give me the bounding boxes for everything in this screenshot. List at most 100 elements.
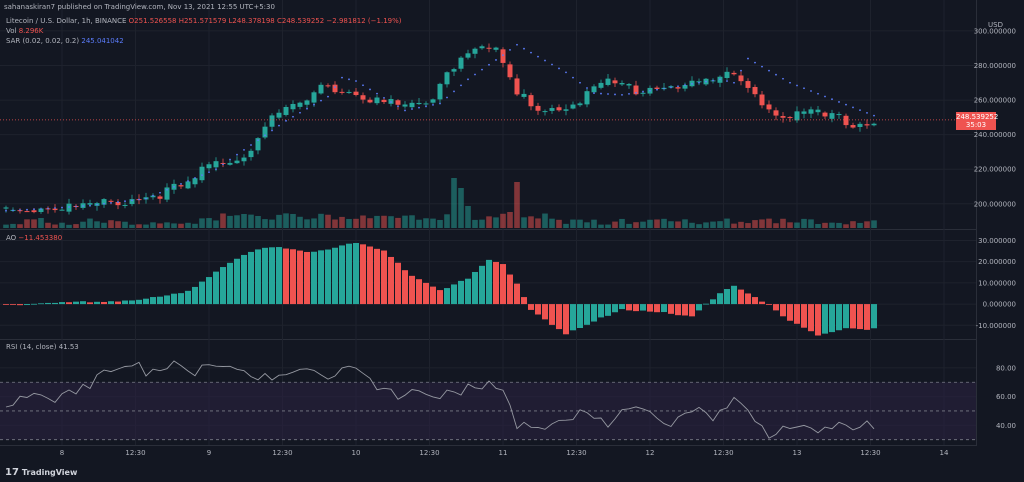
sar-dot	[845, 103, 847, 106]
grid-lines	[0, 0, 977, 446]
sar-dot	[236, 153, 238, 156]
candle-body	[164, 187, 170, 200]
volume-bar	[647, 219, 653, 228]
candle-body	[262, 126, 268, 138]
volume-bar	[297, 216, 303, 228]
volume-bar	[304, 219, 310, 228]
ao-bar	[647, 304, 653, 312]
sar-dot	[789, 81, 791, 84]
volume-bar	[675, 221, 681, 228]
candle-body	[129, 199, 135, 205]
volume-bar	[682, 219, 688, 228]
ao-bar	[766, 304, 772, 305]
volume-bar	[192, 223, 198, 228]
ao-value: −11.453380	[18, 234, 63, 242]
sar-dot	[348, 78, 350, 81]
ao-bar	[423, 282, 429, 305]
ao-bar	[773, 304, 779, 311]
sar-dot	[628, 92, 630, 95]
volume-bar	[360, 215, 366, 228]
ao-bar	[430, 286, 436, 305]
ao-bar	[689, 304, 695, 317]
ao-bar	[640, 304, 646, 311]
volume-bar	[668, 221, 674, 228]
candle-body	[633, 85, 639, 95]
sar-dot	[5, 209, 7, 212]
candle-body	[318, 84, 324, 94]
volume-bar	[717, 221, 723, 228]
volume-bar	[367, 218, 373, 228]
ao-bar	[857, 304, 863, 330]
sar-dot	[817, 92, 819, 95]
volume-bar	[773, 223, 779, 228]
volume-bar	[150, 222, 156, 228]
sar-dot	[54, 207, 56, 209]
candle-body	[269, 115, 275, 127]
volume-bar	[136, 224, 142, 228]
volume-bar	[584, 222, 590, 228]
volume-bar	[745, 223, 751, 228]
volume-bar	[171, 223, 177, 228]
volume-bar	[549, 218, 555, 228]
ao-bar	[31, 303, 37, 305]
volume-bar	[423, 218, 429, 228]
candle-body	[297, 102, 303, 107]
volume-bar	[381, 215, 387, 228]
ao-bar	[829, 304, 835, 333]
volume-bar	[822, 222, 828, 228]
ao-bar	[437, 290, 443, 305]
ao-bar	[465, 278, 471, 305]
ao-bar	[10, 304, 16, 305]
sar-dot	[782, 77, 784, 80]
sar-dot	[12, 209, 14, 212]
ao-bar	[654, 304, 660, 313]
volume-bar	[780, 218, 786, 228]
candle-body	[206, 164, 212, 169]
ao-bar	[66, 302, 72, 305]
volume-bar	[521, 217, 527, 228]
volume-bar	[395, 217, 401, 228]
volume-bar	[290, 213, 296, 228]
sar-dot	[670, 86, 672, 89]
volume-bar	[325, 214, 331, 228]
sar-dot	[761, 65, 763, 68]
volume-bar	[45, 222, 51, 228]
volume-bar	[115, 221, 121, 228]
rsi-tick-label: 40.00	[996, 422, 1016, 430]
rsi-label: RSI (14, close)	[6, 343, 57, 351]
candle-body	[563, 109, 569, 111]
ao-bar	[563, 304, 569, 335]
candle-body	[752, 86, 758, 95]
ao-bar	[143, 298, 149, 305]
candle-body	[465, 53, 471, 58]
candle-body	[346, 91, 352, 93]
volume-bar	[556, 219, 562, 228]
sar-dot	[82, 205, 84, 207]
ao-bar	[311, 251, 317, 305]
ao-bar	[80, 301, 86, 305]
volume-bar	[87, 218, 93, 228]
volume-bar	[17, 224, 23, 228]
sar-dot	[61, 206, 63, 209]
candle-body	[528, 95, 534, 107]
sar-dot	[201, 174, 203, 176]
volume-bar	[752, 220, 758, 228]
volume-bar	[738, 221, 744, 228]
volume-bar	[227, 215, 233, 228]
candle-body	[584, 91, 590, 105]
ao-bar	[780, 304, 786, 317]
tradingview-brand[interactable]: 17 TradingView	[5, 467, 77, 478]
volume-bar	[605, 224, 611, 228]
volume-bar	[563, 223, 569, 228]
candle-body	[402, 104, 408, 107]
sar-dot	[166, 188, 168, 191]
volume-bar	[108, 220, 114, 228]
ao-tick-label: -10.000000	[976, 322, 1016, 330]
sar-dot	[327, 95, 329, 98]
sar-dot	[635, 91, 637, 94]
sar-dot	[810, 90, 812, 92]
open-value: O251.526558	[128, 17, 177, 25]
ao-bar	[822, 304, 828, 334]
ao-bar	[178, 293, 184, 305]
